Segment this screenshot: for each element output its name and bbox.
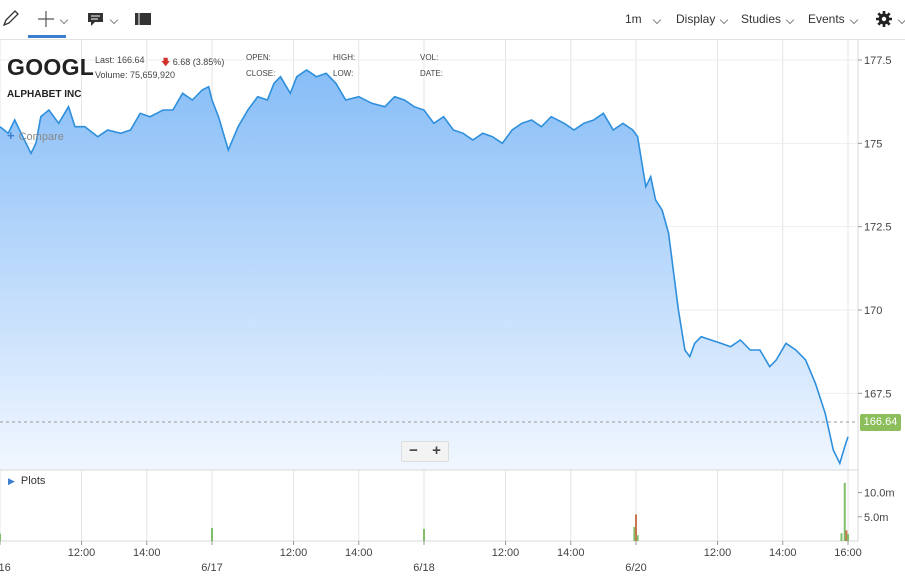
down-arrow-icon: 🡇: [161, 57, 171, 67]
x-tick-label: 12:00: [68, 547, 96, 559]
x-axis-ticks: 6/16 12:00 14:00 6/17 12:00 14:00 6/18 12:00 14:…: [0, 541, 862, 574]
events-menu[interactable]: Events: [808, 0, 858, 38]
x-tick-label: 6/17: [201, 562, 222, 574]
y-axis-ticks: 167.5 170 172.5 175 177.5: [858, 55, 892, 400]
x-tick-label: 12:00: [492, 547, 520, 559]
date-label: DATE:: [420, 69, 443, 78]
y-tick-label: 172.5: [864, 222, 892, 234]
x-tick-label: 12:00: [704, 547, 732, 559]
gear-icon: [876, 11, 892, 27]
plots-label: Plots: [20, 475, 46, 487]
display-label: Display: [676, 12, 716, 26]
price-area-fill: [0, 70, 848, 470]
chart-toolbar: 1m Display Studies Events: [0, 0, 905, 39]
chevron-down-icon: [652, 15, 661, 25]
x-tick-label: 6/16: [0, 562, 11, 574]
zoom-in-button[interactable]: +: [432, 442, 441, 459]
interval-select[interactable]: 1m: [625, 0, 661, 38]
y-tick-label: 167.5: [864, 388, 892, 400]
zoom-controls: − +: [401, 441, 449, 462]
interval-label: 1m: [625, 12, 642, 26]
compare-button[interactable]: + Compare: [7, 128, 64, 143]
volume-bar: [211, 527, 213, 541]
settings-button[interactable]: [875, 0, 905, 38]
plots-toggle[interactable]: ▶ Plots: [8, 475, 45, 487]
active-tool-indicator: [28, 35, 66, 38]
x-tick-label: 14:00: [345, 547, 373, 559]
pencil-draw-tool[interactable]: [2, 0, 20, 38]
volume-bar: [843, 482, 846, 541]
studies-label: Studies: [741, 12, 782, 26]
volume-axis-ticks: 5.0m 10.0m: [858, 488, 895, 524]
price-change: 🡇 6.68 (3.85%): [161, 55, 224, 71]
volume-bar: [845, 530, 848, 541]
ticker-symbol: GOOGL: [7, 54, 95, 80]
x-tick-label: 14:00: [557, 547, 585, 559]
last-price: Last: 166.64: [95, 55, 145, 65]
x-tick-label: 12:00: [280, 547, 308, 559]
volume-bar: [636, 535, 639, 541]
annotation-tool[interactable]: [87, 0, 119, 38]
price-line-series[interactable]: [0, 69, 849, 466]
x-tick-label: 6/18: [413, 562, 434, 574]
volume-tick-label: 10.0m: [864, 488, 895, 500]
chart-layout-tool[interactable]: [134, 0, 152, 38]
crosshair-tool[interactable]: [37, 0, 69, 38]
volume-bar: [840, 533, 843, 541]
price-change-value: 6.68 (3.85%): [172, 57, 225, 67]
x-tick-label: 6/20: [625, 562, 646, 574]
events-label: Events: [808, 12, 845, 26]
zoom-out-button[interactable]: −: [409, 442, 418, 459]
display-menu[interactable]: Display: [676, 0, 729, 38]
volume-bar: [635, 514, 637, 541]
close-label: CLOSE:: [246, 69, 276, 78]
play-triangle-icon: ▶: [8, 476, 15, 486]
volume-bars: [0, 482, 849, 541]
chevron-down-icon: [849, 15, 858, 25]
company-name: ALPHABET INC: [7, 89, 82, 100]
y-tick-label: 177.5: [864, 55, 892, 67]
volume-readout: Volume: 75,659,920: [95, 70, 176, 80]
chevron-down-icon: [785, 15, 795, 25]
open-label: OPEN:: [246, 53, 271, 62]
last-price-tag: 166.64: [860, 413, 901, 431]
vol-label: VOL:: [420, 53, 439, 62]
low-label: LOW:: [333, 69, 354, 78]
toolbar-divider: [0, 39, 905, 40]
plus-icon: +: [7, 128, 15, 143]
chevron-down-icon: [720, 15, 729, 25]
chevron-down-icon: [897, 15, 905, 25]
crosshair-icon: [38, 11, 54, 27]
comment-icon: [88, 13, 103, 26]
x-tick-label: 16:00: [834, 547, 862, 559]
chevron-down-icon: [109, 15, 119, 25]
y-tick-label: 170: [864, 305, 882, 317]
chevron-down-icon: [59, 15, 69, 25]
price-chart[interactable]: 167.5 170 172.5 175 177.5 5.0m 10.0m 6/16 12:0…: [0, 40, 905, 576]
volume-bar: [423, 528, 425, 541]
volume-bar: [0, 533, 1, 541]
compare-label: Compare: [18, 131, 64, 143]
volume-tick-label: 5.0m: [864, 512, 888, 524]
y-tick-label: 175: [864, 138, 882, 150]
volume-bar: [847, 534, 849, 541]
panel-icon: [135, 13, 151, 25]
pencil-icon: [2, 10, 19, 27]
x-tick-label: 14:00: [133, 547, 161, 559]
volume-bar: [633, 526, 636, 541]
studies-menu[interactable]: Studies: [741, 0, 795, 38]
x-tick-label: 14:00: [769, 547, 797, 559]
high-label: HIGH:: [333, 53, 356, 62]
